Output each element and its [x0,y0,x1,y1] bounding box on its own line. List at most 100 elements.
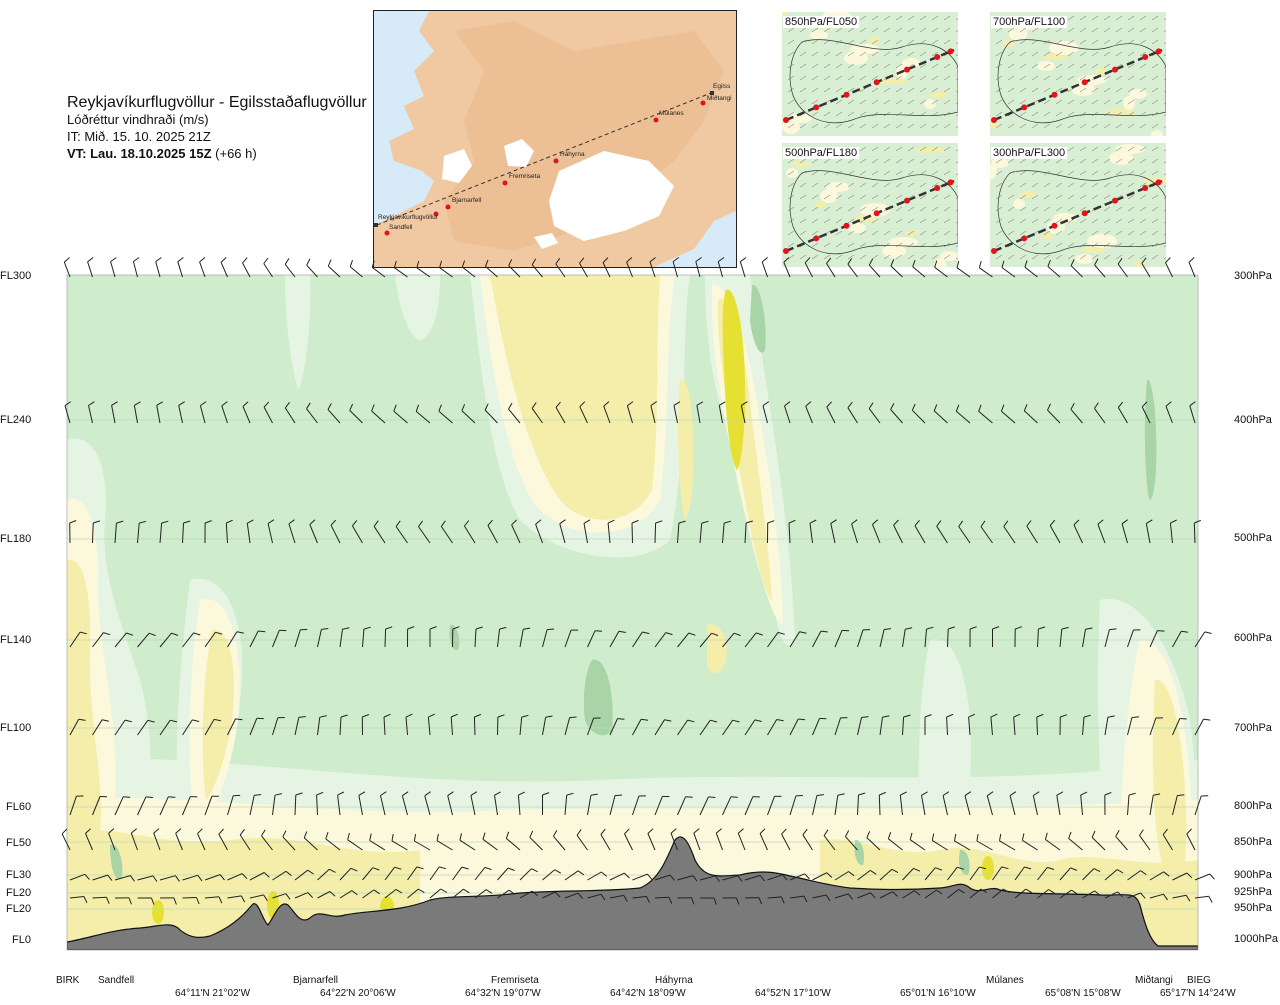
wind-barb-feather [566,792,574,796]
wind-barb-feather [992,626,1000,630]
mini-panel-shading [888,237,918,247]
wind-barb [888,838,903,851]
mini-panel-barb [1139,254,1147,260]
wind-barb [677,796,687,816]
mini-panel-barb [1067,15,1075,21]
mini-panel-route-point [1142,54,1149,60]
wind-barb-feather [669,874,675,881]
wind-barb-feather [969,626,977,630]
mini-panel-barb [1019,123,1027,129]
mini-panel-barb [907,15,915,21]
wind-barb-feather [798,718,806,721]
mini-panel-barb [931,99,939,105]
wind-barb-feather [174,875,180,882]
wind-barb-feather [69,520,77,524]
map-label-bjarnarfell: Bjarnarfell [452,197,482,204]
mini-panel-barb [1055,218,1063,224]
wind-barb [767,796,775,816]
wind-barb-feather [218,828,224,835]
mini-panel-barb [859,218,867,224]
mini-panel-barb [1151,99,1159,105]
coord-label: 64°42'N 18°09'W [610,988,686,999]
wind-barb [272,870,287,881]
wind-barb-feather [463,888,470,894]
wind-barb [487,525,498,544]
wind-barb-feather [407,626,415,630]
wind-barb [447,795,453,816]
hpa-label-300: 300hPa [1234,270,1272,282]
mini-panel-barb [1115,15,1123,21]
wind-barb [474,628,477,648]
mini-panel-barb [1079,39,1087,45]
wind-barb [159,719,171,736]
mini-panel-barb [1007,63,1015,69]
wind-barb [834,893,849,899]
wind-barb-feather [284,258,290,265]
mini-panel-barb [847,87,855,93]
mini-panel-shading [826,182,850,192]
route-point-midtangi [700,100,706,106]
wind-barb-feather [128,897,132,905]
mini-panel-barb [931,218,939,224]
wind-barb [69,795,77,816]
mini-panel-barb [811,242,819,248]
wind-barb-feather [1165,257,1171,263]
wind-barb-feather [329,868,336,873]
mini-panel-barb [1067,51,1075,57]
mini-panel-barb [1115,218,1123,224]
wind-barb [761,261,768,278]
wind-barb-feather [214,718,221,722]
wind-barb [1001,267,1016,278]
wind-barb [654,632,667,648]
wind-barb-feather [719,401,726,406]
wind-barb-feather [383,713,391,718]
mini-panel-barb [955,221,958,224]
mini-panel-barb [1127,63,1135,69]
mini-panel-barb [931,242,939,248]
mini-panel-barb [1055,230,1063,236]
wind-barb-feather [173,897,177,905]
wind-barb-feather [204,520,212,524]
mini-panel-barb [1043,99,1051,105]
mini-panel-barb [1019,194,1027,200]
wind-barb-feather [559,519,566,525]
wind-barb-feather [221,401,228,407]
mini-panel-barb [883,182,891,188]
pale-area [176,578,243,860]
mini-panel-barb [1163,257,1166,260]
mini-panel-barb [1139,75,1147,81]
mini-panel-barb [895,146,903,152]
coord-label: 64°52'N 17°10'W [755,988,831,999]
wind-barb-feather [88,401,95,406]
wind-barb [182,522,184,544]
wind-barb [197,833,206,851]
mini-panel-barb [1151,27,1159,33]
mini-panel-barb [1007,123,1015,129]
wind-barb [519,717,523,736]
wind-barb-feather [470,791,478,796]
waypoint-bjarnarfell: Bjarnarfell [293,975,339,986]
mini-panel-barb [1139,27,1147,33]
wind-barb-feather [936,520,942,527]
wind-barb-feather [319,715,327,718]
wind-barb [1141,406,1151,424]
mini-panel-barb [1115,87,1123,93]
mini-panel-barb [871,146,879,152]
mini-panel-barb [1103,218,1111,224]
mini-panel-barb [1151,39,1159,45]
fl-label-240: FL240 [0,414,32,426]
mini-panel-barb [1127,146,1135,152]
wind-barb [108,833,116,851]
wind-barb-feather [155,257,162,263]
route-points [384,100,706,236]
mini-panel-route-point [1051,91,1058,98]
wind-barb [946,716,948,736]
coord-label: 64°32'N 19°07'W [465,988,541,999]
route-point-mulanes [653,117,659,123]
wind-barb-feather [1091,830,1096,838]
mini-panel-barb [883,123,891,129]
wind-barb [902,868,914,881]
wind-barb-feather [330,519,337,526]
wind-barb-feather [63,257,70,263]
mini-panel-barb [1031,194,1039,200]
